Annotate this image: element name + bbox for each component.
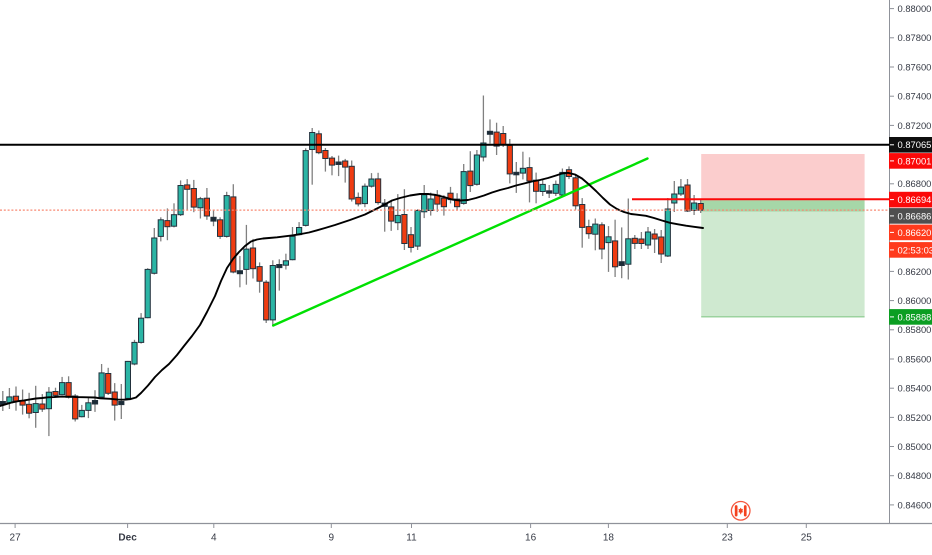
- svg-text:0.86694: 0.86694: [898, 194, 932, 205]
- svg-text:4: 4: [211, 533, 217, 544]
- svg-text:0.88000: 0.88000: [898, 3, 932, 14]
- svg-text:Dec: Dec: [118, 533, 137, 544]
- svg-text:23: 23: [722, 533, 734, 544]
- svg-text:27: 27: [10, 533, 22, 544]
- svg-text:0.87800: 0.87800: [898, 32, 932, 43]
- svg-text:0.85800: 0.85800: [898, 324, 932, 335]
- svg-text:0.87400: 0.87400: [898, 91, 932, 102]
- svg-text:11: 11: [406, 533, 417, 544]
- svg-text:16: 16: [525, 533, 537, 544]
- svg-text:0.85000: 0.85000: [898, 441, 932, 452]
- svg-text:0.86800: 0.86800: [898, 178, 932, 189]
- svg-text:0.86686: 0.86686: [898, 210, 932, 221]
- svg-text:0.86200: 0.86200: [898, 266, 932, 277]
- svg-text:18: 18: [603, 533, 615, 544]
- svg-text:0.87600: 0.87600: [898, 61, 932, 72]
- svg-text:0.85600: 0.85600: [898, 353, 932, 364]
- svg-text:0.87200: 0.87200: [898, 120, 932, 131]
- svg-text:0.86620: 0.86620: [898, 227, 932, 238]
- svg-text:0.84600: 0.84600: [898, 499, 932, 510]
- svg-text:0.87065: 0.87065: [898, 139, 932, 150]
- svg-text:25: 25: [801, 533, 813, 544]
- svg-text:0.85200: 0.85200: [898, 412, 932, 423]
- svg-text:0.87001: 0.87001: [898, 155, 932, 166]
- svg-text:0.86000: 0.86000: [898, 295, 932, 306]
- svg-text:0.85400: 0.85400: [898, 383, 932, 394]
- svg-text:02:53:03: 02:53:03: [898, 244, 932, 255]
- svg-text:0.85888: 0.85888: [898, 311, 932, 322]
- svg-text:9: 9: [329, 533, 335, 544]
- svg-text:0.84800: 0.84800: [898, 470, 932, 481]
